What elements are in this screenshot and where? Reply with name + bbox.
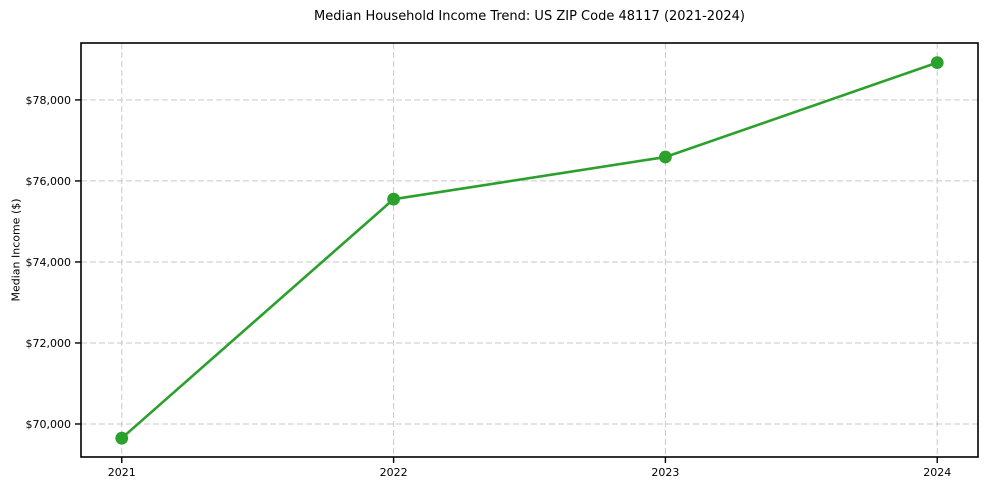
data-point-marker bbox=[930, 56, 944, 70]
x-tick-label: 2023 bbox=[651, 466, 679, 479]
y-axis-label: Median Income ($) bbox=[9, 198, 23, 302]
data-point-marker bbox=[659, 150, 672, 164]
y-tick-label: $74,000 bbox=[26, 256, 72, 269]
y-tick-label: $78,000 bbox=[26, 94, 72, 107]
y-tick-label: $70,000 bbox=[26, 418, 72, 431]
y-tick-label: $76,000 bbox=[26, 175, 72, 188]
data-point-marker bbox=[387, 192, 400, 206]
y-tick-label: $72,000 bbox=[26, 337, 72, 350]
data-point-marker bbox=[115, 431, 129, 445]
axes-spines bbox=[80, 42, 979, 458]
trend-line bbox=[120, 61, 939, 440]
x-tick-label: 2022 bbox=[380, 466, 408, 479]
chart-title: Median Household Income Trend: US ZIP Co… bbox=[314, 9, 745, 24]
x-tick-label: 2021 bbox=[108, 466, 136, 479]
x-tick-label: 2024 bbox=[923, 466, 951, 479]
